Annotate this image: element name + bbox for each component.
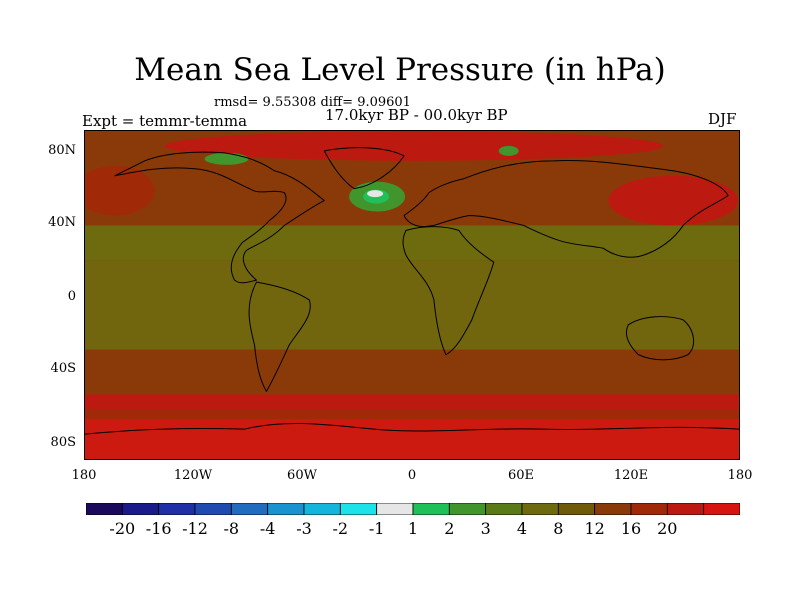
experiment-label: Expt = temmr-temma [82,112,248,130]
x-tick-label-120e: 120E [613,468,649,483]
colorbar-tick-label: -2 [332,519,349,538]
x-tick-label-0: 0 [407,468,417,483]
colorbar-swatch [158,503,196,515]
x-tick-label-180-east: 180 [727,468,753,483]
y-tick-label-80s: 80S [50,435,76,450]
season-label: DJF [708,110,737,128]
map-band-olive-tropics [85,260,739,350]
map-band-brown-south [85,349,739,395]
colorbar-swatch [594,503,632,515]
map-red-north-pacific [608,175,739,226]
coast-africa [402,226,495,356]
colorbar-swatch [339,503,378,515]
period-text: 17.0kyr BP - 00.0kyr BP [325,106,508,124]
colorbar-tick-label: -3 [296,519,312,538]
map-green-arctic-spot [498,145,519,156]
colorbar-tick-label: 4 [516,519,528,538]
colorbar-swatch [376,503,414,515]
map-white-atlantic-peak [367,190,384,198]
colorbar-tick-label: -8 [223,519,240,538]
colorbar-tick-label: 20 [657,519,678,538]
map-red-west-pacific [85,165,155,216]
colorbar [86,503,740,515]
colorbar-tick-label: -4 [259,519,276,538]
colorbar-swatch [448,503,487,515]
map-red-arctic [164,131,664,161]
colorbar-swatch [267,503,305,515]
colorbar-tick-label: 2 [444,519,455,538]
colorbar-swatch [230,503,269,515]
map-band-red-southern-ocean [85,394,739,410]
x-tick-label-120w: 120W [173,468,213,483]
y-tick-label-40s: 40S [50,361,76,376]
colorbar-swatch [630,503,668,515]
x-tick-label-60e: 60E [507,468,535,483]
colorbar-tick-label: 3 [480,519,491,538]
colorbar-swatch [485,503,523,515]
coast-greenland [323,147,405,190]
x-tick-label-60w: 60W [287,468,317,483]
colorbar-tick-label: 1 [407,519,419,538]
y-tick-label-80n: 80N [48,143,76,158]
coast-antarctica [85,422,739,435]
coast-north-america [114,151,325,284]
map-band-olive-north [85,225,739,261]
colorbar-tick-label: 8 [553,519,564,538]
colorbar-tick-label: -12 [182,519,208,538]
x-tick-label-180-west: 180 [71,468,97,483]
colorbar-swatch [194,503,232,515]
colorbar-tick-label: 12 [584,519,605,538]
colorbar-swatch [86,503,123,515]
colorbar-swatch [557,503,596,515]
colorbar-swatch [703,503,740,515]
pressure-map [84,130,740,460]
map-band-red-antarctica [85,419,739,459]
coast-south-america [248,281,311,392]
colorbar-tick-label: -16 [145,519,172,538]
colorbar-tick-label: 16 [620,519,642,538]
colorbar-swatch [666,503,705,515]
map-green-greenland [204,152,249,165]
map-band-brown-subpolar [85,409,739,420]
colorbar-swatch [303,503,341,515]
colorbar-swatch [412,503,450,515]
chart-title: Mean Sea Level Pressure (in hPa) [134,52,666,88]
colorbar-swatch [121,503,160,515]
y-tick-label-40n: 40N [48,215,76,230]
colorbar-tick-label: -1 [368,519,385,538]
stats-text: rmsd= 9.55308 diff= 9.09601 [214,95,411,110]
coast-australia [625,316,695,361]
colorbar-swatch [521,503,559,515]
y-tick-label-0: 0 [67,289,76,304]
coast-europe-asia [403,159,729,258]
colorbar-tick-label: -20 [109,519,136,538]
